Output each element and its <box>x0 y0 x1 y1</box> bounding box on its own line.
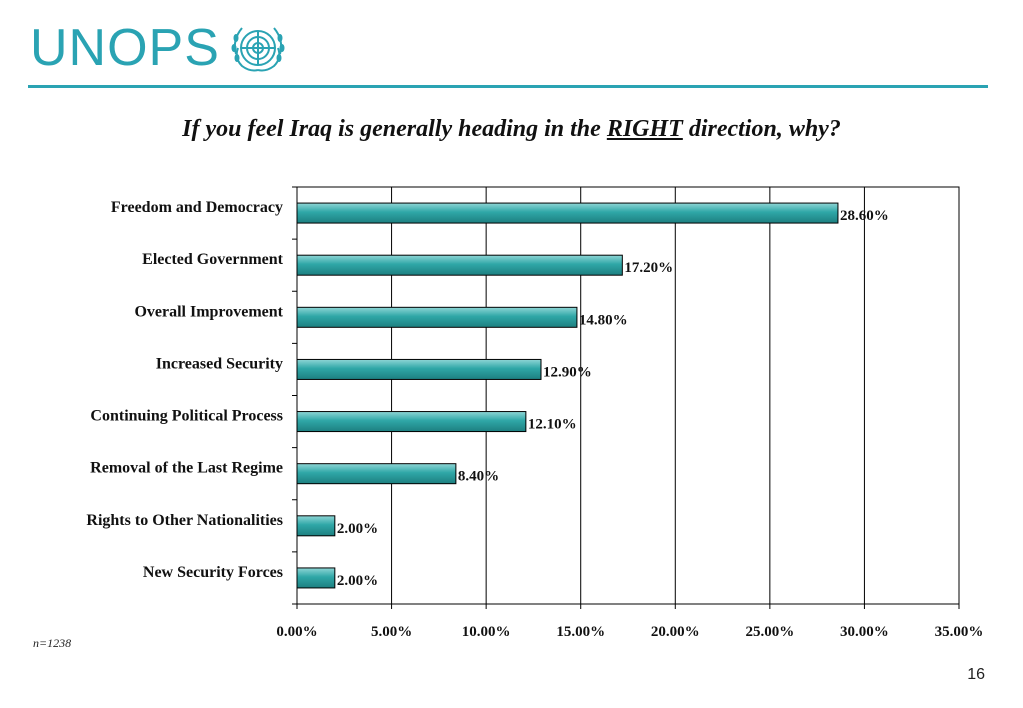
header-rule <box>28 85 988 88</box>
page-number: 16 <box>967 666 985 683</box>
data-label: 14.80% <box>579 312 628 328</box>
unops-logo: UNOPS <box>30 18 288 78</box>
x-tick-label: 0.00% <box>276 624 317 640</box>
plot-frame <box>296 186 960 605</box>
data-label: 12.90% <box>543 364 592 380</box>
data-label: 8.40% <box>458 469 499 485</box>
title-suffix: direction, why? <box>682 116 841 142</box>
category-label: Elected Government <box>142 251 284 268</box>
category-label: Overall Improvement <box>134 303 283 320</box>
un-emblem-icon <box>231 27 285 72</box>
bar <box>296 463 457 485</box>
chart-title: If you feel Iraq is generally heading in… <box>0 116 1023 143</box>
bar <box>296 358 542 380</box>
x-tick-label: 30.00% <box>840 624 889 640</box>
bar <box>296 202 839 224</box>
category-label: Continuing Political Process <box>90 408 283 425</box>
bar <box>296 411 527 433</box>
logo-text: UNOPS <box>30 19 220 77</box>
data-label: 12.10% <box>528 417 577 433</box>
category-label: Rights to Other Nationalities <box>86 512 283 529</box>
bar <box>296 567 336 589</box>
title-emphasis: RIGHT <box>606 116 683 142</box>
category-label: Removal of the Last Regime <box>90 460 283 477</box>
bar <box>296 515 336 537</box>
x-tick-label: 20.00% <box>651 624 700 640</box>
category-label: Freedom and Democracy <box>111 199 283 216</box>
bar <box>296 254 623 276</box>
data-label: 17.20% <box>624 260 673 276</box>
x-tick-label: 35.00% <box>935 624 984 640</box>
x-tick-label: 15.00% <box>556 624 605 640</box>
category-label: New Security Forces <box>143 564 283 581</box>
x-tick-label: 5.00% <box>371 624 412 640</box>
bar <box>296 306 578 328</box>
data-label: 2.00% <box>337 521 378 537</box>
data-label: 28.60% <box>840 208 889 224</box>
data-label: 2.00% <box>337 573 378 589</box>
sample-size-note: n=1238 <box>33 636 72 650</box>
x-tick-label: 10.00% <box>462 624 511 640</box>
category-label: Increased Security <box>156 355 283 372</box>
title-prefix: If you feel Iraq is generally heading in… <box>182 116 607 142</box>
x-tick-label: 25.00% <box>745 624 794 640</box>
